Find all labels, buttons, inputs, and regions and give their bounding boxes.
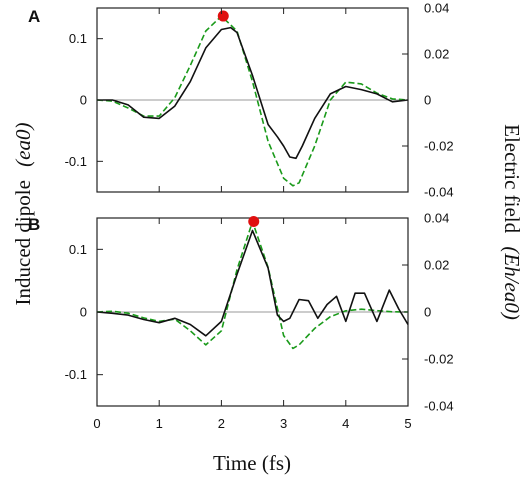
left-tick-label: 0 [80,305,87,320]
x-axis-title: Time (fs) [213,451,291,475]
left-tick-label: -0.1 [65,154,87,169]
left-tick-label: 0 [80,93,87,108]
panel-b-x-ticks [96,218,409,406]
panel-b: B 0.1 0 -0.1 0.04 0.02 0 -0.02 -0.04 [28,211,454,414]
svg-text:Induced dipole (ea0): Induced dipole (ea0) [11,123,35,306]
left-axis-title: Induced dipole (ea0) [11,123,35,306]
x-tick-label: 0 [93,416,100,431]
right-tick-label: -0.02 [424,352,454,367]
panel-b-peak-marker [248,216,260,228]
panel-a-dipole-line [97,26,409,160]
panel-b-label: B [28,215,40,234]
panel-b-left-ticks: 0.1 0 -0.1 [65,242,103,382]
x-tick-label: 2 [218,416,225,431]
left-tick-label: 0.1 [69,31,87,46]
x-tick-label: 1 [156,416,163,431]
svg-text:Electric field (Eh/ea0): Electric field (Eh/ea0) [500,124,524,320]
panel-a-plot [96,10,409,187]
panel-a-label: A [28,7,40,26]
x-tick-label: 5 [404,416,411,431]
right-axis-title-text: Electric field [500,124,524,234]
panel-b-dipole-line [96,229,409,337]
panel-a-left-ticks: 0.1 0 -0.1 [65,31,103,169]
left-axis-title-text: Induced dipole [11,180,35,305]
panel-a: A 0.1 0 -0.1 0.04 0.02 0 -0.02 -0.04 [28,1,454,200]
right-tick-label: 0 [424,305,431,320]
right-axis-title-unit: (Eh/ea0) [500,246,524,319]
x-tick-labels: 0 1 2 3 4 5 [93,416,411,431]
panel-a-field-line [96,15,409,187]
x-tick-label: 3 [280,416,287,431]
right-tick-label: -0.04 [424,185,454,200]
panel-a-right-ticks: 0.04 0.02 0 -0.02 -0.04 [402,1,454,200]
right-axis-title: Electric field (Eh/ea0) [500,124,524,320]
right-tick-label: 0.04 [424,1,449,16]
left-tick-label: 0.1 [69,242,87,257]
right-tick-label: 0.04 [424,211,449,226]
right-tick-label: 0.02 [424,258,449,273]
x-tick-label: 4 [342,416,349,431]
right-tick-label: -0.04 [424,399,454,414]
left-tick-label: -0.1 [65,367,87,382]
panel-a-peak-marker [217,10,229,22]
right-tick-label: 0 [424,93,431,108]
panel-b-right-ticks: 0.04 0.02 0 -0.02 -0.04 [402,211,454,414]
panel-b-field-line [96,220,409,350]
panel-b-plot [96,216,409,350]
right-tick-label: -0.02 [424,139,454,154]
left-axis-title-unit: (ea0) [11,123,35,167]
panel-a-x-ticks [96,8,409,192]
right-tick-label: 0.02 [424,47,449,62]
